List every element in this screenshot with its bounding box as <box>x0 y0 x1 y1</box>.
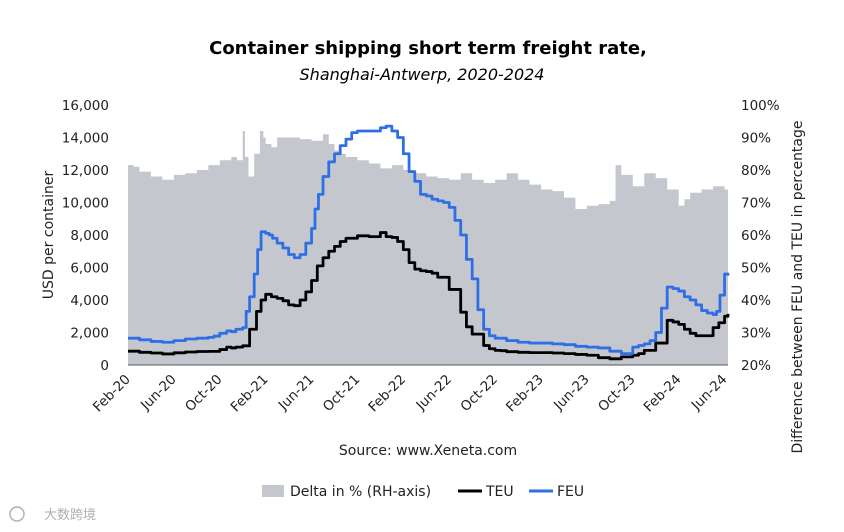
y-tick-label: 8,000 <box>70 228 109 244</box>
chart-title: Container shipping short term freight ra… <box>209 38 647 59</box>
y-axis-label: USD per container <box>41 171 57 300</box>
x-tick-label: Jun-23 <box>550 372 593 415</box>
y-tick-label: 2,000 <box>70 326 109 342</box>
x-tick-label: Jun-22 <box>413 372 456 415</box>
y2-tick-label: 70% <box>741 196 771 212</box>
x-tick-label: Feb-24 <box>641 372 685 416</box>
y-tick-label: 16,000 <box>62 98 109 114</box>
y2-tick-label: 100% <box>741 98 780 114</box>
feu-line <box>128 124 730 356</box>
y2-tick-label: 60% <box>741 228 771 244</box>
legend-label-feu: FEU <box>557 484 584 500</box>
y2-tick-label: 80% <box>741 163 771 179</box>
chart-subtitle: Shanghai-Antwerp, 2020-2024 <box>300 65 545 84</box>
x-tick-label: Jun-20 <box>137 372 180 415</box>
y2-tick-label: 90% <box>741 131 771 147</box>
y-tick-label: 4,000 <box>70 293 109 309</box>
legend: Delta in % (RH-axis) TEU FEU <box>262 484 584 500</box>
y2-tick-label: 20% <box>741 358 771 374</box>
x-tick-label: Oct-22 <box>458 372 501 415</box>
y2-tick-label: 30% <box>741 326 771 342</box>
x-tick-label: Oct-21 <box>320 372 363 415</box>
legend-label-delta: Delta in % (RH-axis) <box>290 484 431 500</box>
x-tick-label: Feb-21 <box>228 372 272 416</box>
source-note: Source: www.Xeneta.com <box>339 443 517 459</box>
legend-swatch-delta <box>262 485 284 497</box>
x-tick-label: Feb-22 <box>365 372 409 416</box>
y-tick-label: 0 <box>100 358 109 374</box>
delta-area <box>128 131 728 365</box>
y-tick-label: 6,000 <box>70 261 109 277</box>
right-axis-ticks: 20% 30% 40% 50% 60% 70% 80% 90% 100% <box>741 98 780 374</box>
x-tick-label: Oct-23 <box>595 372 638 415</box>
y-tick-label: 10,000 <box>62 196 109 212</box>
y-tick-label: 12,000 <box>62 163 109 179</box>
x-axis-ticks: Feb-20 Jun-20 Oct-20 Feb-21 Jun-21 Oct-21 Feb-… <box>90 372 730 416</box>
y2-tick-label: 40% <box>741 293 771 309</box>
y2-axis-label: Difference between FEU and TEU in percen… <box>790 120 806 453</box>
x-tick-label: Oct-20 <box>182 372 225 415</box>
watermark-text: 大数跨境 <box>44 508 96 523</box>
delta-area-layer <box>128 131 728 365</box>
x-tick-label: Jun-21 <box>275 372 318 415</box>
y2-tick-label: 50% <box>741 261 771 277</box>
left-axis-ticks: 0 2,000 4,000 6,000 8,000 10,000 12,000 14,000 1… <box>62 98 109 374</box>
y-tick-label: 14,000 <box>62 131 109 147</box>
legend-label-teu: TEU <box>485 484 514 500</box>
lines-layer <box>128 124 730 361</box>
teu-line <box>128 231 730 361</box>
watermark: 大数跨境 <box>9 506 96 523</box>
x-tick-label: Feb-20 <box>90 372 134 416</box>
watermark-logo-icon <box>9 506 25 522</box>
x-tick-label: Feb-23 <box>503 372 547 416</box>
x-tick-label: Jun-24 <box>688 372 731 415</box>
